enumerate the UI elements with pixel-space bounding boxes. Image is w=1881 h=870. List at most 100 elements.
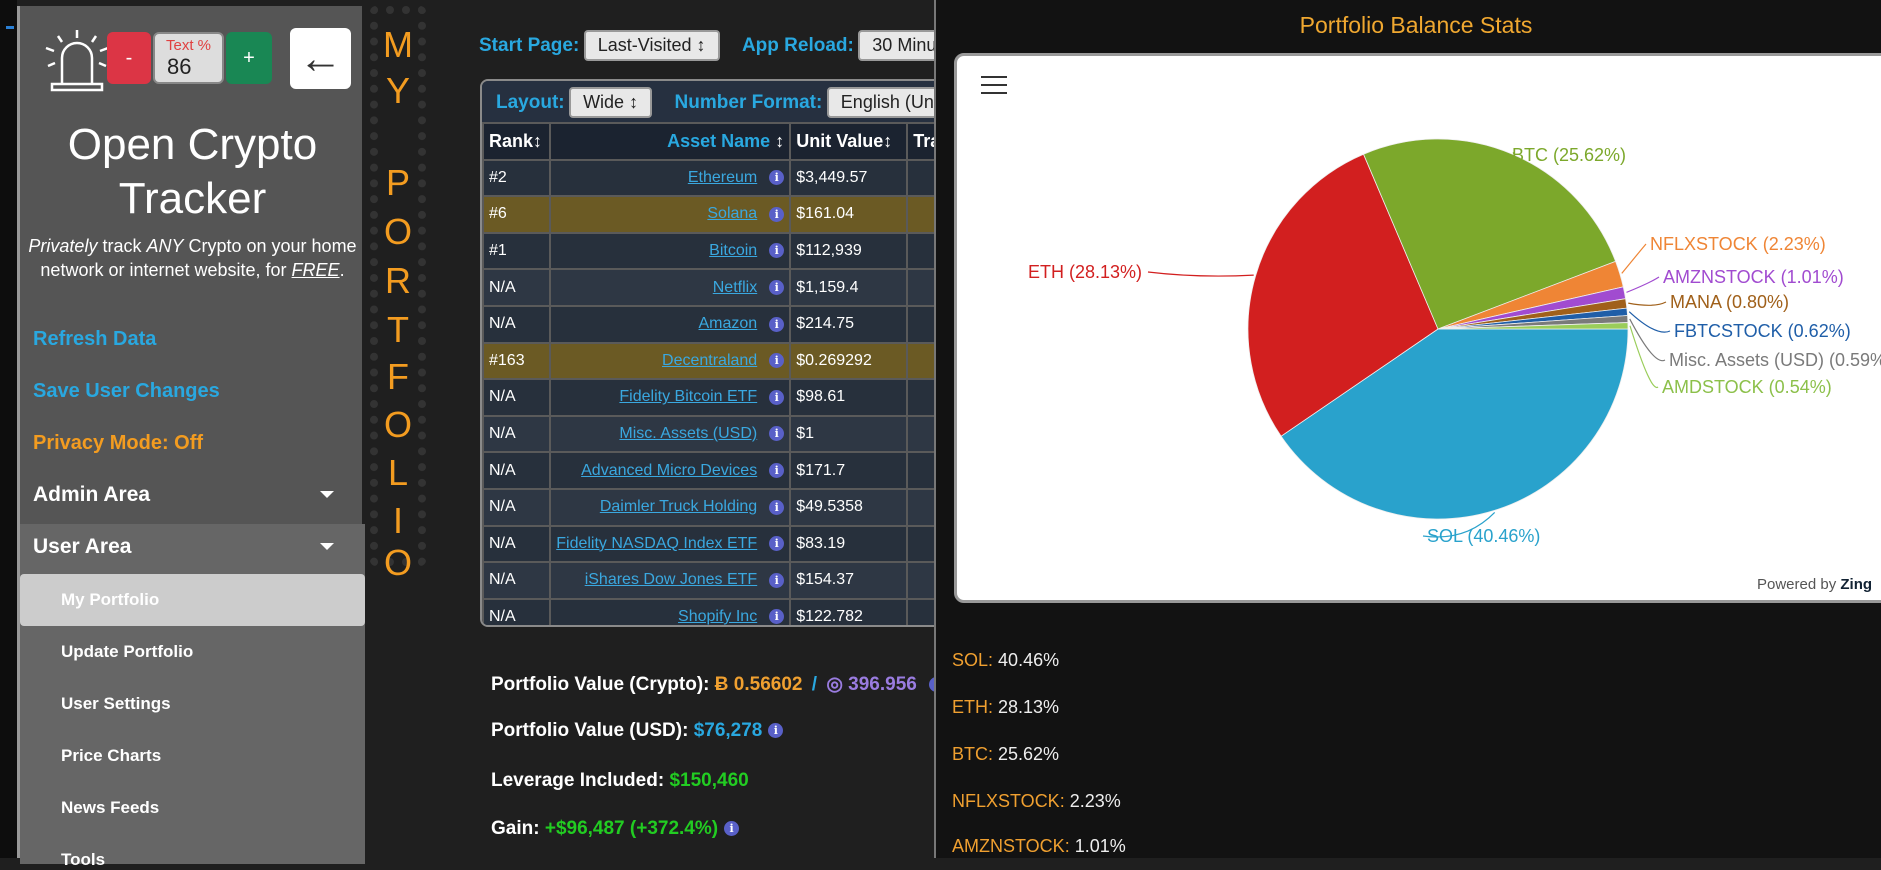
info-icon[interactable]: i bbox=[768, 723, 784, 739]
info-icon[interactable]: i bbox=[769, 462, 785, 478]
text-size-field[interactable]: Text % 86 bbox=[153, 32, 224, 84]
table-row: N/A Fidelity Bitcoin ETF i $98.61 bbox=[482, 378, 948, 417]
collapse-sidebar-button[interactable]: ← bbox=[290, 28, 351, 89]
table-row: #6 Solana i $161.04 bbox=[482, 195, 948, 234]
title-letter: P bbox=[385, 162, 410, 203]
balance-list-item: AMZNSTOCK: 1.01% bbox=[952, 836, 1126, 856]
user-area-toggle[interactable]: User Area bbox=[33, 535, 348, 559]
info-icon[interactable]: i bbox=[769, 316, 785, 332]
separator: / bbox=[811, 674, 818, 695]
menu-icon[interactable] bbox=[981, 76, 1007, 100]
asset-link[interactable]: Misc. Assets (USD) bbox=[619, 425, 758, 443]
pie-slice-amdstock[interactable] bbox=[1437, 322, 1629, 330]
leader-line bbox=[1621, 243, 1647, 274]
asset-name-cell: Amazon i bbox=[549, 304, 792, 344]
info-icon[interactable]: i bbox=[769, 206, 785, 222]
unit-value-cell: $83.19 bbox=[789, 524, 909, 564]
table-row: #2 Ethereum i $3,449.57 bbox=[482, 158, 948, 198]
asset-link[interactable]: Solana bbox=[707, 205, 758, 223]
info-icon[interactable]: i bbox=[769, 426, 785, 442]
pie-chart: SOL (40.46%) ETH (28.13%) BTC (25.62%) NFLX… bbox=[1028, 138, 1881, 546]
asset-link[interactable]: Fidelity Bitcoin ETF bbox=[619, 388, 758, 406]
info-icon[interactable]: i bbox=[769, 609, 785, 625]
asset-link[interactable]: Bitcoin bbox=[709, 242, 758, 260]
alarm-light-icon[interactable] bbox=[44, 28, 110, 92]
unit-value-cell: $161.04 bbox=[789, 195, 909, 234]
info-icon[interactable]: i bbox=[769, 572, 785, 588]
caret-down-icon bbox=[320, 543, 334, 550]
layout-value: Wide bbox=[583, 92, 625, 112]
slice-label: ETH (28.13%) bbox=[1028, 262, 1142, 282]
sidebar-item-news-feeds[interactable]: News Feeds bbox=[61, 798, 160, 817]
info-icon[interactable]: i bbox=[769, 170, 785, 186]
refresh-data-link[interactable]: Refresh Data bbox=[33, 328, 157, 350]
text-size-decrease-button[interactable]: - bbox=[107, 32, 151, 84]
asset-name-cell: Misc. Assets (USD) i bbox=[549, 414, 792, 454]
app-title: Open Crypto Tracker bbox=[67, 120, 318, 223]
info-icon[interactable]: i bbox=[769, 279, 785, 295]
title-letter: Y bbox=[385, 70, 410, 111]
asset-name-cell: Fidelity Bitcoin ETF i bbox=[549, 378, 792, 417]
column-header-asset-name[interactable]: Asset Name ↕ bbox=[549, 122, 792, 161]
slice-label: AMDSTOCK (0.54%) bbox=[1662, 377, 1832, 397]
asset-link[interactable]: Decentraland bbox=[662, 351, 758, 369]
asset-link[interactable]: Ethereum bbox=[687, 168, 758, 186]
info-icon[interactable]: i bbox=[769, 243, 785, 259]
start-page-select[interactable]: Last-Visited ↕ bbox=[583, 30, 720, 61]
sidebar-item-price-charts[interactable]: Price Charts bbox=[61, 746, 162, 765]
rank-cell: N/A bbox=[482, 487, 552, 527]
stat-label: Gain: bbox=[491, 818, 540, 839]
start-page-value: Last-Visited bbox=[597, 35, 692, 55]
layout-label: Layout: bbox=[496, 92, 565, 113]
unit-value-cell: $49.5358 bbox=[789, 487, 909, 527]
title-letter: O bbox=[383, 404, 412, 445]
asset-link[interactable]: Fidelity NASDAQ Index ETF bbox=[556, 534, 758, 552]
info-icon[interactable]: i bbox=[769, 389, 785, 405]
asset-symbol: BTC bbox=[952, 744, 988, 764]
asset-link[interactable]: iShares Dow Jones ETF bbox=[584, 571, 758, 589]
info-icon[interactable]: i bbox=[769, 536, 785, 552]
btc-value: Ƀ 0.56602 bbox=[714, 674, 803, 695]
info-icon[interactable]: i bbox=[769, 499, 785, 515]
gain-value: +$96,487 (+372.4%) bbox=[544, 818, 719, 839]
asset-link[interactable]: Daimler Truck Holding bbox=[599, 498, 758, 516]
rank-cell: N/A bbox=[482, 378, 552, 417]
text-size-value[interactable]: 86 bbox=[167, 53, 192, 79]
header-label: Asset Name bbox=[667, 130, 771, 151]
sidebar-item-tools[interactable]: Tools bbox=[61, 850, 106, 869]
column-header-unit-value[interactable]: Unit Value↕ bbox=[789, 122, 909, 161]
sidebar-item-update-portfolio[interactable]: Update Portfolio bbox=[61, 642, 194, 661]
column-header-rank[interactable]: Rank↕ bbox=[482, 122, 552, 161]
info-icon[interactable]: i bbox=[769, 353, 785, 369]
sidebar-item-my-portfolio[interactable]: My Portfolio bbox=[61, 590, 160, 609]
asset-link[interactable]: Shopify Inc bbox=[678, 608, 758, 626]
rank-cell: #6 bbox=[482, 195, 552, 234]
number-format-select[interactable]: English (Unit bbox=[826, 87, 948, 118]
asset-link[interactable]: Amazon bbox=[698, 315, 758, 333]
text-size-increase-button[interactable]: + bbox=[226, 32, 272, 84]
sidebar-item-user-settings[interactable]: User Settings bbox=[61, 694, 171, 713]
layout-select[interactable]: Wide ↕ bbox=[569, 87, 653, 118]
table-row: N/A Netflix i $1,159.4 bbox=[482, 268, 948, 307]
unit-value-cell: $214.75 bbox=[789, 304, 909, 344]
start-page-label: Start Page: bbox=[479, 35, 580, 56]
user-area-label: User Area bbox=[33, 535, 132, 558]
rank-cell: #2 bbox=[482, 158, 552, 198]
leader-line bbox=[1628, 301, 1667, 306]
slice-label: FBTCSTOCK (0.62%) bbox=[1674, 321, 1851, 341]
eth-value: ◎ 396.956 bbox=[826, 674, 917, 695]
privacy-mode-toggle[interactable]: Privacy Mode: Off bbox=[33, 432, 204, 454]
pie-slice-btc[interactable] bbox=[1363, 138, 1617, 330]
text-size-label: Text % bbox=[165, 36, 211, 54]
tagline-text: Crypto on your home network or internet … bbox=[40, 236, 357, 280]
asset-link[interactable]: Netflix bbox=[712, 278, 758, 296]
pie-slice-sol[interactable] bbox=[1280, 328, 1629, 520]
asset-name-cell: iShares Dow Jones ETF i bbox=[549, 561, 792, 600]
powered-by-credit[interactable]: Powered by Zing bbox=[1757, 576, 1872, 593]
pie-slice-eth[interactable] bbox=[1247, 153, 1439, 437]
admin-area-toggle[interactable]: Admin Area bbox=[33, 483, 348, 507]
save-user-changes-link[interactable]: Save User Changes bbox=[33, 380, 220, 402]
info-icon[interactable]: i bbox=[724, 821, 740, 837]
asset-link[interactable]: Advanced Micro Devices bbox=[581, 461, 758, 479]
